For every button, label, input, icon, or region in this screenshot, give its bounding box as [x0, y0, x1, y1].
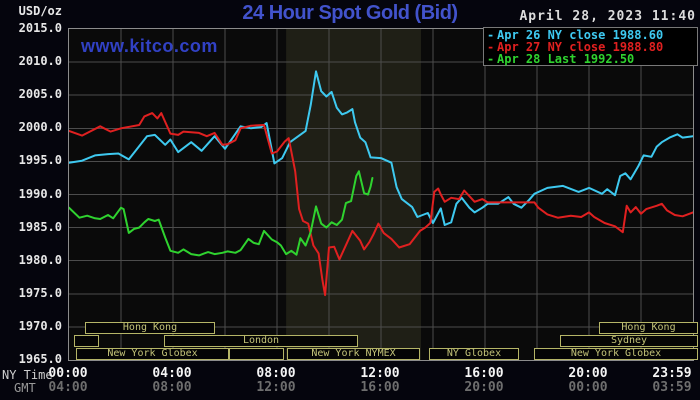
x-tick-ny-08:00: 08:00: [256, 366, 296, 381]
x-tick-ny-23:59: 23:59: [652, 366, 692, 381]
y-tick-label: 2015.0: [18, 21, 62, 35]
y-tick-label: 2000.0: [18, 120, 62, 134]
y-tick-label: 2005.0: [18, 87, 62, 101]
series-line-apr28: [69, 170, 374, 257]
session-bar-unlabeled: [229, 348, 284, 360]
y-tick-label: 1990.0: [18, 187, 62, 201]
y-tick-label: 1975.0: [18, 286, 62, 300]
x-axis-row2-label: GMT: [14, 381, 36, 395]
x-tick-ny-00:00: 00:00: [48, 366, 88, 381]
series-line-apr26: [69, 70, 693, 226]
session-bar-unlabeled: [74, 335, 99, 347]
legend-label-apr28: Apr 28 Last 1992.50: [497, 52, 635, 66]
x-tick-gmt-03:59: 03:59: [652, 380, 692, 395]
x-tick-gmt-08:00: 08:00: [152, 380, 192, 395]
x-tick-gmt-16:00: 16:00: [360, 380, 400, 395]
x-tick-gmt-04:00: 04:00: [48, 380, 88, 395]
legend-dash-apr26-icon: -: [487, 28, 495, 42]
x-tick-gmt-20:00: 20:00: [464, 380, 504, 395]
y-tick-label: 1965.0: [18, 352, 62, 366]
y-tick-label: 1970.0: [18, 319, 62, 333]
chart-plot-area: www.kitco.com Hong Kong Hong Kong London Sy…: [68, 28, 698, 361]
y-tick-label: 1980.0: [18, 253, 62, 267]
session-bar-new-york-globex: New York Globex: [76, 348, 229, 360]
x-tick-ny-20:00: 20:00: [568, 366, 608, 381]
session-bar-new-york-nymex: New York NYMEX: [287, 348, 420, 360]
session-bar-new-york-globex: New York Globex: [534, 348, 698, 360]
y-axis-unit-label: USD/oz: [18, 4, 62, 18]
x-tick-ny-16:00: 16:00: [464, 366, 504, 381]
y-tick-label: 1995.0: [18, 153, 62, 167]
kitco-watermark-link[interactable]: www.kitco.com: [81, 36, 218, 56]
session-bar-sydney: Sydney: [560, 335, 698, 347]
x-tick-gmt-00:00: 00:00: [568, 380, 608, 395]
x-tick-ny-04:00: 04:00: [152, 366, 192, 381]
legend-label-apr26: Apr 26 NY close 1988.60: [497, 28, 664, 42]
y-tick-label: 1985.0: [18, 220, 62, 234]
x-tick-gmt-12:00: 12:00: [256, 380, 296, 395]
x-axis-row1-label: NY Time: [2, 368, 53, 382]
session-bar-hong-kong: Hong Kong: [599, 322, 698, 334]
chart-legend: - Apr 26 NY close 1988.60 - Apr 27 NY clos…: [483, 27, 698, 66]
legend-dash-apr27-icon: -: [487, 40, 495, 54]
page-title: 24 Hour Spot Gold (Bid): [242, 2, 458, 24]
legend-dash-apr28-icon: -: [487, 52, 495, 66]
session-bar-hong-kong: Hong Kong: [85, 322, 215, 334]
legend-label-apr27: Apr 27 NY close 1988.80: [497, 40, 664, 54]
session-bar-ny-globex: NY Globex: [429, 348, 519, 360]
legend-item-apr26: - Apr 26 NY close 1988.60: [487, 29, 697, 41]
x-tick-ny-12:00: 12:00: [360, 366, 400, 381]
chart-datetime: April 28, 2023 11:40: [519, 9, 696, 24]
chart-canvas: [69, 29, 693, 360]
session-bar-london: London: [164, 335, 358, 347]
series-line-apr27: [69, 112, 693, 297]
legend-item-apr27: - Apr 27 NY close 1988.80: [487, 41, 697, 53]
y-tick-label: 2010.0: [18, 54, 62, 68]
legend-item-apr28: - Apr 28 Last 1992.50: [487, 53, 697, 65]
